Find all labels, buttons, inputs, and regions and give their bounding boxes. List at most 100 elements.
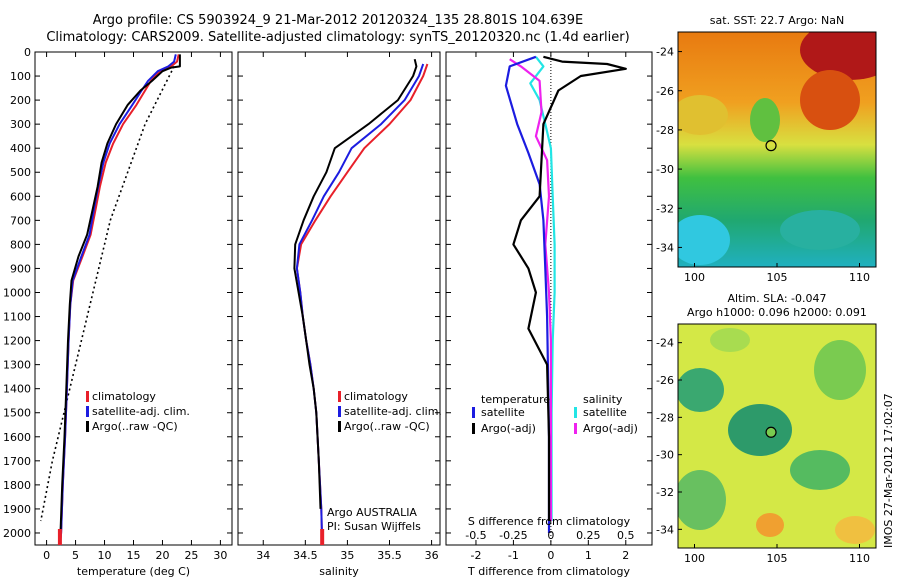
y-tick-label: 1100 <box>3 311 31 324</box>
x-tick-label: 34 <box>256 549 270 562</box>
series-line-0 <box>295 63 429 546</box>
climatology-bottom-marker <box>320 529 325 545</box>
legend-label-0: climatology <box>92 390 156 403</box>
legend-temperature-title: temperature <box>481 393 550 406</box>
x-tick-label: 25 <box>184 549 198 562</box>
difference-panel: -2 -1 0 1 2 T difference from climatology -0.5… <box>445 51 653 578</box>
x-tick-label: 2 <box>622 549 629 562</box>
y-tick-label: 400 <box>10 142 31 155</box>
sla-map-ticks: 100 105 110 -24 -26 -28 -30 -32 -34 <box>656 337 870 565</box>
x-axis-label: temperature (deg C) <box>77 565 190 578</box>
x-tick-label: 0 <box>547 549 554 562</box>
y-tick-label: 1900 <box>3 503 31 516</box>
map-x-tick-label: 110 <box>849 552 870 565</box>
legend-label-2: satellite <box>583 406 627 419</box>
map-y-tick-label: -32 <box>656 202 674 215</box>
y-tick-label: 2000 <box>3 527 31 540</box>
y-tick-label: 100 <box>10 70 31 83</box>
y-tick-label: 1200 <box>3 335 31 348</box>
y-tick-label: 1800 <box>3 479 31 492</box>
y-tick-label: 600 <box>10 190 31 203</box>
sst-map-ticks: 100 105 110 -24 -26 -28 -30 -32 -34 <box>656 46 870 284</box>
y-tick-label: 1000 <box>3 286 31 299</box>
legend-label-2: Argo(..raw -QC) <box>92 420 178 433</box>
temperature-panel: 0 5 10 15 20 25 300100200300400500600700800900… <box>3 46 233 578</box>
map-y-tick-label: -28 <box>656 411 674 424</box>
map-x-tick-label: 100 <box>684 552 705 565</box>
sst-map: sat. SST: 22.7 Argo: NaN 100 105 110 -24 -26… <box>656 14 877 284</box>
legend-swatch-2 <box>338 421 341 432</box>
y-tick-label: 300 <box>10 118 31 131</box>
x-tick-label: 35.5 <box>377 549 402 562</box>
series-line-1 <box>512 55 627 521</box>
legend-label-0: satellite <box>481 406 525 419</box>
legend-label-0: climatology <box>344 390 408 403</box>
map-x-tick-label: 105 <box>767 271 788 284</box>
s-tick-label: -0.5 <box>465 529 486 542</box>
legend-swatch-3 <box>574 423 577 434</box>
series-line-2 <box>59 54 181 534</box>
legend-swatch-1 <box>472 423 475 434</box>
series-line-3 <box>509 58 553 521</box>
title-line-1: Argo profile: CS 5903924_9 21-Mar-2012 2… <box>93 13 583 28</box>
s-tick-label: 0.25 <box>576 529 601 542</box>
legend-swatch-0 <box>472 407 475 418</box>
y-tick-label: 1300 <box>3 359 31 372</box>
map-x-tick-label: 100 <box>684 271 705 284</box>
legend-swatch-0 <box>338 391 341 402</box>
x-tick-label: 20 <box>155 549 169 562</box>
y-tick-label: 1600 <box>3 431 31 444</box>
map-y-tick-label: -24 <box>656 337 674 350</box>
x-tick-label: 0 <box>43 549 50 562</box>
s-tick-label: 0 <box>547 529 554 542</box>
y-tick-label: 200 <box>10 94 31 107</box>
y-tick-label: 1500 <box>3 407 31 420</box>
x-tick-label: 34.5 <box>293 549 318 562</box>
x-tick-label: 1 <box>585 549 592 562</box>
x-tick-label: 30 <box>213 549 227 562</box>
legend-swatch-1 <box>338 406 341 417</box>
series-line-1 <box>58 54 177 546</box>
legend-swatch-0 <box>86 391 89 402</box>
sst-argo-marker <box>765 140 777 152</box>
sla-map-title-2: Argo h1000: 0.096 h2000: 0.091 <box>687 306 867 319</box>
sla-argo-marker <box>765 426 777 438</box>
sla-map: Altim. SLA: -0.047 Argo h1000: 0.096 h20… <box>656 292 877 565</box>
annotation-line-1: Argo AUSTRALIA <box>327 506 417 519</box>
x-tick-label: 5 <box>72 549 79 562</box>
y-tick-label: 700 <box>10 214 31 227</box>
plot-frame <box>445 51 653 546</box>
series-line-0 <box>58 54 180 546</box>
plot-frame <box>34 51 233 546</box>
plot-frame <box>237 51 441 546</box>
x-tick-label: -2 <box>470 549 481 562</box>
map-y-tick-label: -30 <box>656 449 674 462</box>
map-y-tick-label: -28 <box>656 124 674 137</box>
legend-swatch-2 <box>574 407 577 418</box>
x-tick-label: 36 <box>425 549 439 562</box>
x-tick-label: 10 <box>98 549 112 562</box>
watermark: IMOS 27-Mar-2012 17:02:07 <box>882 393 895 548</box>
sla-field <box>678 324 876 548</box>
legend-label-3: Argo(-adj) <box>583 422 638 435</box>
map-y-tick-label: -30 <box>656 163 674 176</box>
map-y-tick-label: -26 <box>656 85 674 98</box>
s-tick-label: -0.25 <box>499 529 527 542</box>
x-tick-label: 35 <box>340 549 354 562</box>
map-x-tick-label: 110 <box>849 271 870 284</box>
y-tick-label: 1700 <box>3 455 31 468</box>
map-y-tick-label: -24 <box>656 46 674 59</box>
climatology-bottom-marker <box>57 529 62 545</box>
legend-label-1: Argo(-adj) <box>481 422 536 435</box>
y-tick-label: 1400 <box>3 383 31 396</box>
map-y-tick-label: -34 <box>656 241 674 254</box>
legend-label-1: satellite-adj. clim. <box>92 405 190 418</box>
s-axis-label: S difference from climatology <box>468 515 631 528</box>
series-line-2 <box>293 58 418 509</box>
salinity-panel: 34 34.5 35 35.5 36 salinity climatology satelli… <box>237 51 442 578</box>
map-y-tick-label: -32 <box>656 486 674 499</box>
y-tick-label: 900 <box>10 262 31 275</box>
legend-label-1: satellite-adj. clim. <box>344 405 442 418</box>
x-tick-label: -1 <box>508 549 519 562</box>
